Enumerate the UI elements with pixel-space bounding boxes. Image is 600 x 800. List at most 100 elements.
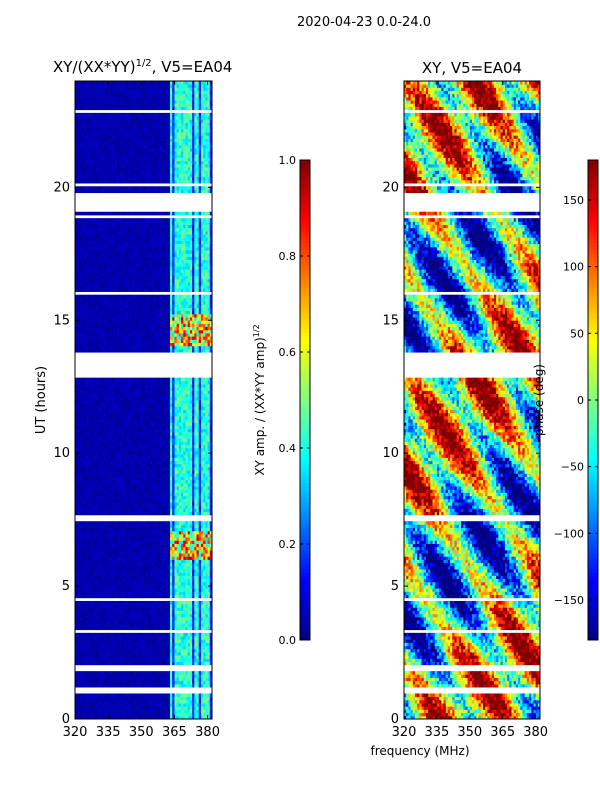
colorbar-segment	[588, 610, 598, 614]
colorbar-segment	[588, 423, 598, 427]
colorbar-segment	[588, 468, 598, 472]
colorbar-segment	[300, 205, 310, 209]
colorbar-segment	[300, 366, 310, 370]
x-tick-label: 365	[490, 725, 515, 740]
colorbar-segment	[588, 359, 598, 363]
colorbar-segment	[300, 378, 310, 382]
colorbar-segment	[588, 558, 598, 562]
colorbar-segment	[588, 254, 598, 258]
colorbar-segment	[300, 389, 310, 393]
colorbar-segment	[300, 453, 310, 457]
x-tick-label: 320	[392, 725, 417, 740]
colorbar-segment	[300, 220, 310, 224]
colorbar-tick-label: 0	[577, 394, 584, 407]
colorbar-segment	[300, 543, 310, 547]
colorbar-segment	[588, 614, 598, 618]
colorbar-segment	[588, 183, 598, 187]
colorbar-segment	[588, 190, 598, 194]
colorbar-segment	[300, 344, 310, 348]
colorbar-segment	[300, 370, 310, 374]
colorbar-segment	[588, 306, 598, 310]
colorbar-segment	[588, 243, 598, 247]
colorbar-segment	[588, 573, 598, 577]
colorbar-segment	[300, 449, 310, 453]
colorbar-segment	[588, 291, 598, 295]
x-tick-label: 365	[162, 725, 187, 740]
colorbar-segment	[588, 591, 598, 595]
colorbar-segment	[588, 471, 598, 475]
colorbar-segment	[588, 419, 598, 423]
x-tick-label: 335	[96, 725, 121, 740]
colorbar-segment	[588, 258, 598, 262]
colorbar-segment	[300, 588, 310, 592]
colorbar-segment	[300, 231, 310, 235]
colorbar-segment	[588, 621, 598, 625]
colorbar-segment	[588, 310, 598, 314]
colorbar-segment	[588, 216, 598, 220]
colorbar-segment	[300, 486, 310, 490]
colorbar-segment	[588, 374, 598, 378]
amp-title-sup: 1/2	[136, 58, 152, 69]
colorbar-segment	[300, 160, 310, 164]
colorbar-segment	[300, 516, 310, 520]
colorbar-segment	[300, 303, 310, 307]
colorbar-segment	[588, 411, 598, 415]
colorbar-segment	[588, 213, 598, 217]
colorbar-segment	[300, 528, 310, 532]
colorbar-segment	[588, 595, 598, 599]
colorbar-segment	[588, 164, 598, 168]
colorbar-segment	[588, 351, 598, 355]
colorbar-segment	[300, 584, 310, 588]
colorbar-segment	[300, 539, 310, 543]
colorbar-segment	[300, 393, 310, 397]
colorbar-segment	[588, 344, 598, 348]
colorbar-segment	[588, 408, 598, 412]
colorbar-segment	[300, 239, 310, 243]
colorbar-segment	[300, 348, 310, 352]
y-tick-label: 5	[391, 579, 399, 594]
colorbar-segment	[588, 273, 598, 277]
colorbar-segment	[300, 569, 310, 573]
colorbar-segment	[588, 438, 598, 442]
y-tick-label: 5	[62, 579, 70, 594]
y-tick-label: 10	[382, 446, 399, 461]
colorbar-segment	[300, 479, 310, 483]
colorbar-segment	[300, 183, 310, 187]
colorbar-segment	[300, 498, 310, 502]
colorbar-segment	[300, 314, 310, 318]
colorbar-segment	[300, 333, 310, 337]
colorbar-segment	[300, 201, 310, 205]
colorbar-segment	[300, 340, 310, 344]
colorbar-segment	[300, 325, 310, 329]
colorbar-segment	[300, 284, 310, 288]
colorbar-segment	[588, 295, 598, 299]
colorbar-segment	[300, 355, 310, 359]
colorbar-segment	[300, 471, 310, 475]
colorbar-tick-label: 100	[563, 261, 584, 274]
colorbar-segment	[300, 610, 310, 614]
colorbar-segment	[588, 554, 598, 558]
y-tick-label: 0	[62, 712, 70, 727]
colorbar-segment	[588, 546, 598, 550]
colorbar-tick-label: −100	[554, 527, 584, 540]
colorbar-segment	[300, 164, 310, 168]
colorbar-segment	[588, 194, 598, 198]
colorbar-segment	[300, 509, 310, 513]
colorbar-segment	[588, 588, 598, 592]
colorbar-segment	[588, 340, 598, 344]
colorbar-segment	[588, 385, 598, 389]
colorbar-segment	[588, 336, 598, 340]
x-tick-label: 380	[195, 725, 220, 740]
colorbar-segment	[300, 535, 310, 539]
colorbar-segment	[300, 430, 310, 434]
colorbar-segment	[300, 288, 310, 292]
colorbar-segment	[588, 205, 598, 209]
colorbar-segment	[588, 171, 598, 175]
colorbar-segment	[300, 336, 310, 340]
colorbar-segment	[300, 603, 310, 607]
colorbar-segment	[588, 400, 598, 404]
colorbar-segment	[588, 261, 598, 265]
colorbar-segment	[300, 374, 310, 378]
colorbar-segment	[300, 423, 310, 427]
